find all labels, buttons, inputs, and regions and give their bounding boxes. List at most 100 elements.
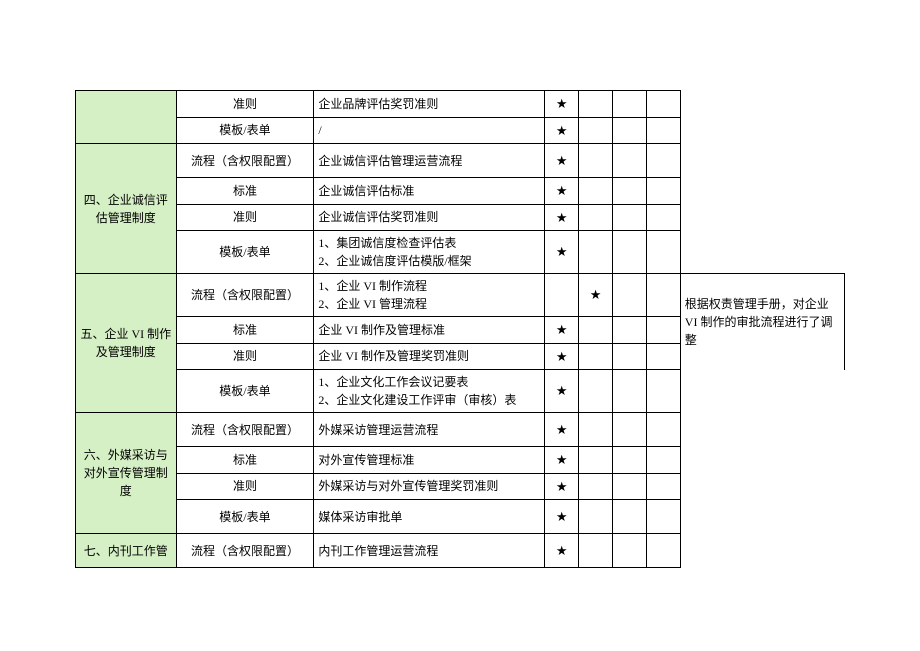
type-cell: 模板/表单	[176, 500, 314, 534]
star-cell: ★	[545, 231, 579, 274]
content-cell: 媒体采访审批单	[314, 500, 545, 534]
star-cell	[646, 317, 680, 344]
star-cell: ★	[545, 447, 579, 474]
star-cell	[579, 204, 613, 231]
star-cell	[613, 274, 647, 317]
star-cell	[646, 117, 680, 144]
remark-cell: 根据权责管理手册，对企业 VI 制作的审批流程进行了调整	[680, 274, 844, 370]
star-cell	[613, 500, 647, 534]
content-cell: 企业诚信评估标准	[314, 178, 545, 205]
star-cell	[579, 317, 613, 344]
management-system-table: 准则企业品牌评估奖罚准则★模板/表单/★四、企业诚信评估管理制度流程（含权限配置…	[75, 90, 845, 568]
star-cell	[579, 91, 613, 118]
star-cell	[613, 117, 647, 144]
remark-cell	[680, 370, 844, 413]
star-cell: ★	[545, 91, 579, 118]
content-cell: 1、集团诚信度检查评估表2、企业诚信度评估模版/框架	[314, 231, 545, 274]
star-cell	[613, 534, 647, 568]
star-cell	[579, 343, 613, 370]
type-cell: 标准	[176, 317, 314, 344]
star-cell: ★	[545, 204, 579, 231]
content-cell: /	[314, 117, 545, 144]
star-cell: ★	[545, 178, 579, 205]
star-cell	[613, 144, 647, 178]
star-cell	[613, 178, 647, 205]
star-cell	[646, 204, 680, 231]
section-cell	[76, 91, 177, 144]
star-cell	[646, 447, 680, 474]
content-cell: 内刊工作管理运营流程	[314, 534, 545, 568]
type-cell: 流程（含权限配置）	[176, 413, 314, 447]
star-cell	[579, 500, 613, 534]
content-cell: 企业 VI 制作及管理奖罚准则	[314, 343, 545, 370]
star-cell	[646, 91, 680, 118]
star-cell	[579, 413, 613, 447]
star-cell	[613, 91, 647, 118]
star-cell: ★	[545, 413, 579, 447]
star-cell: ★	[545, 534, 579, 568]
star-cell	[646, 274, 680, 317]
star-cell: ★	[579, 274, 613, 317]
table-row: 模板/表单1、企业文化工作会议记要表2、企业文化建设工作评审（审核）表★	[76, 370, 845, 413]
content-cell: 1、企业文化工作会议记要表2、企业文化建设工作评审（审核）表	[314, 370, 545, 413]
type-cell: 标准	[176, 447, 314, 474]
type-cell: 标准	[176, 178, 314, 205]
section-cell: 六、外媒采访与对外宣传管理制度	[76, 413, 177, 534]
type-cell: 流程（含权限配置）	[176, 274, 314, 317]
table-row: 准则企业品牌评估奖罚准则★	[76, 91, 845, 118]
table-body: 准则企业品牌评估奖罚准则★模板/表单/★四、企业诚信评估管理制度流程（含权限配置…	[76, 91, 845, 568]
section-cell: 四、企业诚信评估管理制度	[76, 144, 177, 274]
star-cell	[646, 500, 680, 534]
star-cell: ★	[545, 473, 579, 500]
type-cell: 模板/表单	[176, 231, 314, 274]
star-cell	[646, 413, 680, 447]
star-cell: ★	[545, 117, 579, 144]
star-cell: ★	[545, 144, 579, 178]
type-cell: 准则	[176, 473, 314, 500]
type-cell: 准则	[176, 91, 314, 118]
type-cell: 模板/表单	[176, 117, 314, 144]
content-cell: 企业品牌评估奖罚准则	[314, 91, 545, 118]
content-cell: 企业诚信评估管理运营流程	[314, 144, 545, 178]
content-cell: 企业诚信评估奖罚准则	[314, 204, 545, 231]
star-cell	[646, 473, 680, 500]
star-cell	[579, 534, 613, 568]
star-cell	[545, 274, 579, 317]
star-cell	[646, 178, 680, 205]
remark-cell	[680, 91, 844, 274]
star-cell	[579, 447, 613, 474]
content-cell: 外媒采访与对外宣传管理奖罚准则	[314, 473, 545, 500]
star-cell	[646, 343, 680, 370]
star-cell	[613, 447, 647, 474]
star-cell	[613, 343, 647, 370]
type-cell: 流程（含权限配置）	[176, 144, 314, 178]
type-cell: 流程（含权限配置）	[176, 534, 314, 568]
table-row: 五、企业 VI 制作及管理制度流程（含权限配置）1、企业 VI 制作流程2、企业…	[76, 274, 845, 317]
star-cell	[646, 231, 680, 274]
type-cell: 模板/表单	[176, 370, 314, 413]
star-cell	[613, 204, 647, 231]
star-cell	[579, 473, 613, 500]
star-cell: ★	[545, 370, 579, 413]
star-cell	[613, 231, 647, 274]
star-cell	[646, 144, 680, 178]
star-cell: ★	[545, 343, 579, 370]
star-cell	[613, 473, 647, 500]
type-cell: 准则	[176, 343, 314, 370]
star-cell	[613, 317, 647, 344]
remark-cell	[680, 413, 844, 568]
content-cell: 企业 VI 制作及管理标准	[314, 317, 545, 344]
content-cell: 对外宣传管理标准	[314, 447, 545, 474]
type-cell: 准则	[176, 204, 314, 231]
star-cell	[646, 534, 680, 568]
section-cell: 五、企业 VI 制作及管理制度	[76, 274, 177, 413]
star-cell: ★	[545, 317, 579, 344]
star-cell	[579, 117, 613, 144]
star-cell	[613, 370, 647, 413]
section-cell: 七、内刊工作管	[76, 534, 177, 568]
star-cell	[613, 413, 647, 447]
star-cell	[579, 231, 613, 274]
star-cell	[646, 370, 680, 413]
star-cell: ★	[545, 500, 579, 534]
star-cell	[579, 144, 613, 178]
